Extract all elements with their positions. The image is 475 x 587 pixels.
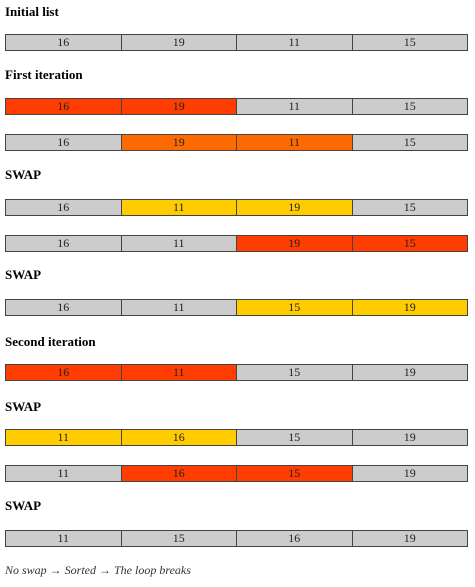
list-row-0: 16 19 11 15 (5, 34, 468, 51)
list-cell: 19 (237, 200, 353, 215)
list-cell: 16 (6, 365, 122, 380)
list-cell: 15 (352, 99, 467, 114)
step-label-initial: Initial list (5, 4, 59, 19)
list-cell: 19 (352, 531, 467, 546)
list-cell: 16 (121, 466, 237, 481)
list-row-8: 11 16 15 19 (5, 465, 468, 482)
list-cell: 15 (121, 531, 237, 546)
list-row-6: 16 11 15 19 (5, 364, 468, 381)
step-label-swap-3: SWAP (5, 399, 42, 414)
step-label-swap-1: SWAP (5, 167, 42, 182)
list-cell: 16 (237, 531, 353, 546)
list-cell: 11 (237, 35, 353, 50)
list-cell: 19 (352, 300, 467, 315)
list-cell: 19 (352, 365, 467, 380)
list-cell: 19 (121, 99, 237, 114)
list-cell: 16 (121, 430, 237, 445)
step-label-second-iteration: Second iteration (5, 334, 96, 349)
list-cell: 15 (237, 466, 353, 481)
list-cell: 15 (237, 430, 353, 445)
list-cell: 16 (6, 135, 122, 150)
list-cell: 19 (352, 466, 467, 481)
step-label-swap-4: SWAP (5, 498, 42, 513)
list-cell: 15 (237, 300, 353, 315)
list-row-7: 11 16 15 19 (5, 429, 468, 446)
step-label-swap-2: SWAP (5, 267, 42, 282)
list-cell: 11 (121, 200, 237, 215)
list-cell: 19 (121, 135, 237, 150)
list-row-3: 16 11 19 15 (5, 199, 468, 216)
list-cell: 11 (121, 236, 237, 251)
list-cell: 15 (352, 135, 467, 150)
list-cell: 16 (6, 35, 122, 50)
list-cell: 16 (6, 200, 122, 215)
result-footer: No swap → Sorted → The loop breaks (5, 563, 191, 577)
list-row-9: 11 15 16 19 (5, 530, 468, 547)
list-cell: 19 (121, 35, 237, 50)
list-cell: 11 (121, 365, 237, 380)
list-cell: 11 (237, 135, 353, 150)
list-cell: 16 (6, 236, 122, 251)
list-cell: 15 (237, 365, 353, 380)
list-cell: 15 (352, 200, 467, 215)
list-cell: 11 (6, 430, 122, 445)
list-cell: 15 (352, 236, 467, 251)
list-row-5: 16 11 15 19 (5, 299, 468, 316)
list-cell: 16 (6, 99, 122, 114)
list-cell: 19 (352, 430, 467, 445)
list-row-2: 16 19 11 15 (5, 134, 468, 151)
list-cell: 11 (121, 300, 237, 315)
list-cell: 16 (6, 300, 122, 315)
list-row-1: 16 19 11 15 (5, 98, 468, 115)
list-cell: 19 (237, 236, 353, 251)
list-cell: 15 (352, 35, 467, 50)
list-cell: 11 (237, 99, 353, 114)
list-cell: 11 (6, 531, 122, 546)
list-row-4: 16 11 19 15 (5, 235, 468, 252)
step-label-first-iteration: First iteration (5, 67, 83, 82)
list-cell: 11 (6, 466, 122, 481)
